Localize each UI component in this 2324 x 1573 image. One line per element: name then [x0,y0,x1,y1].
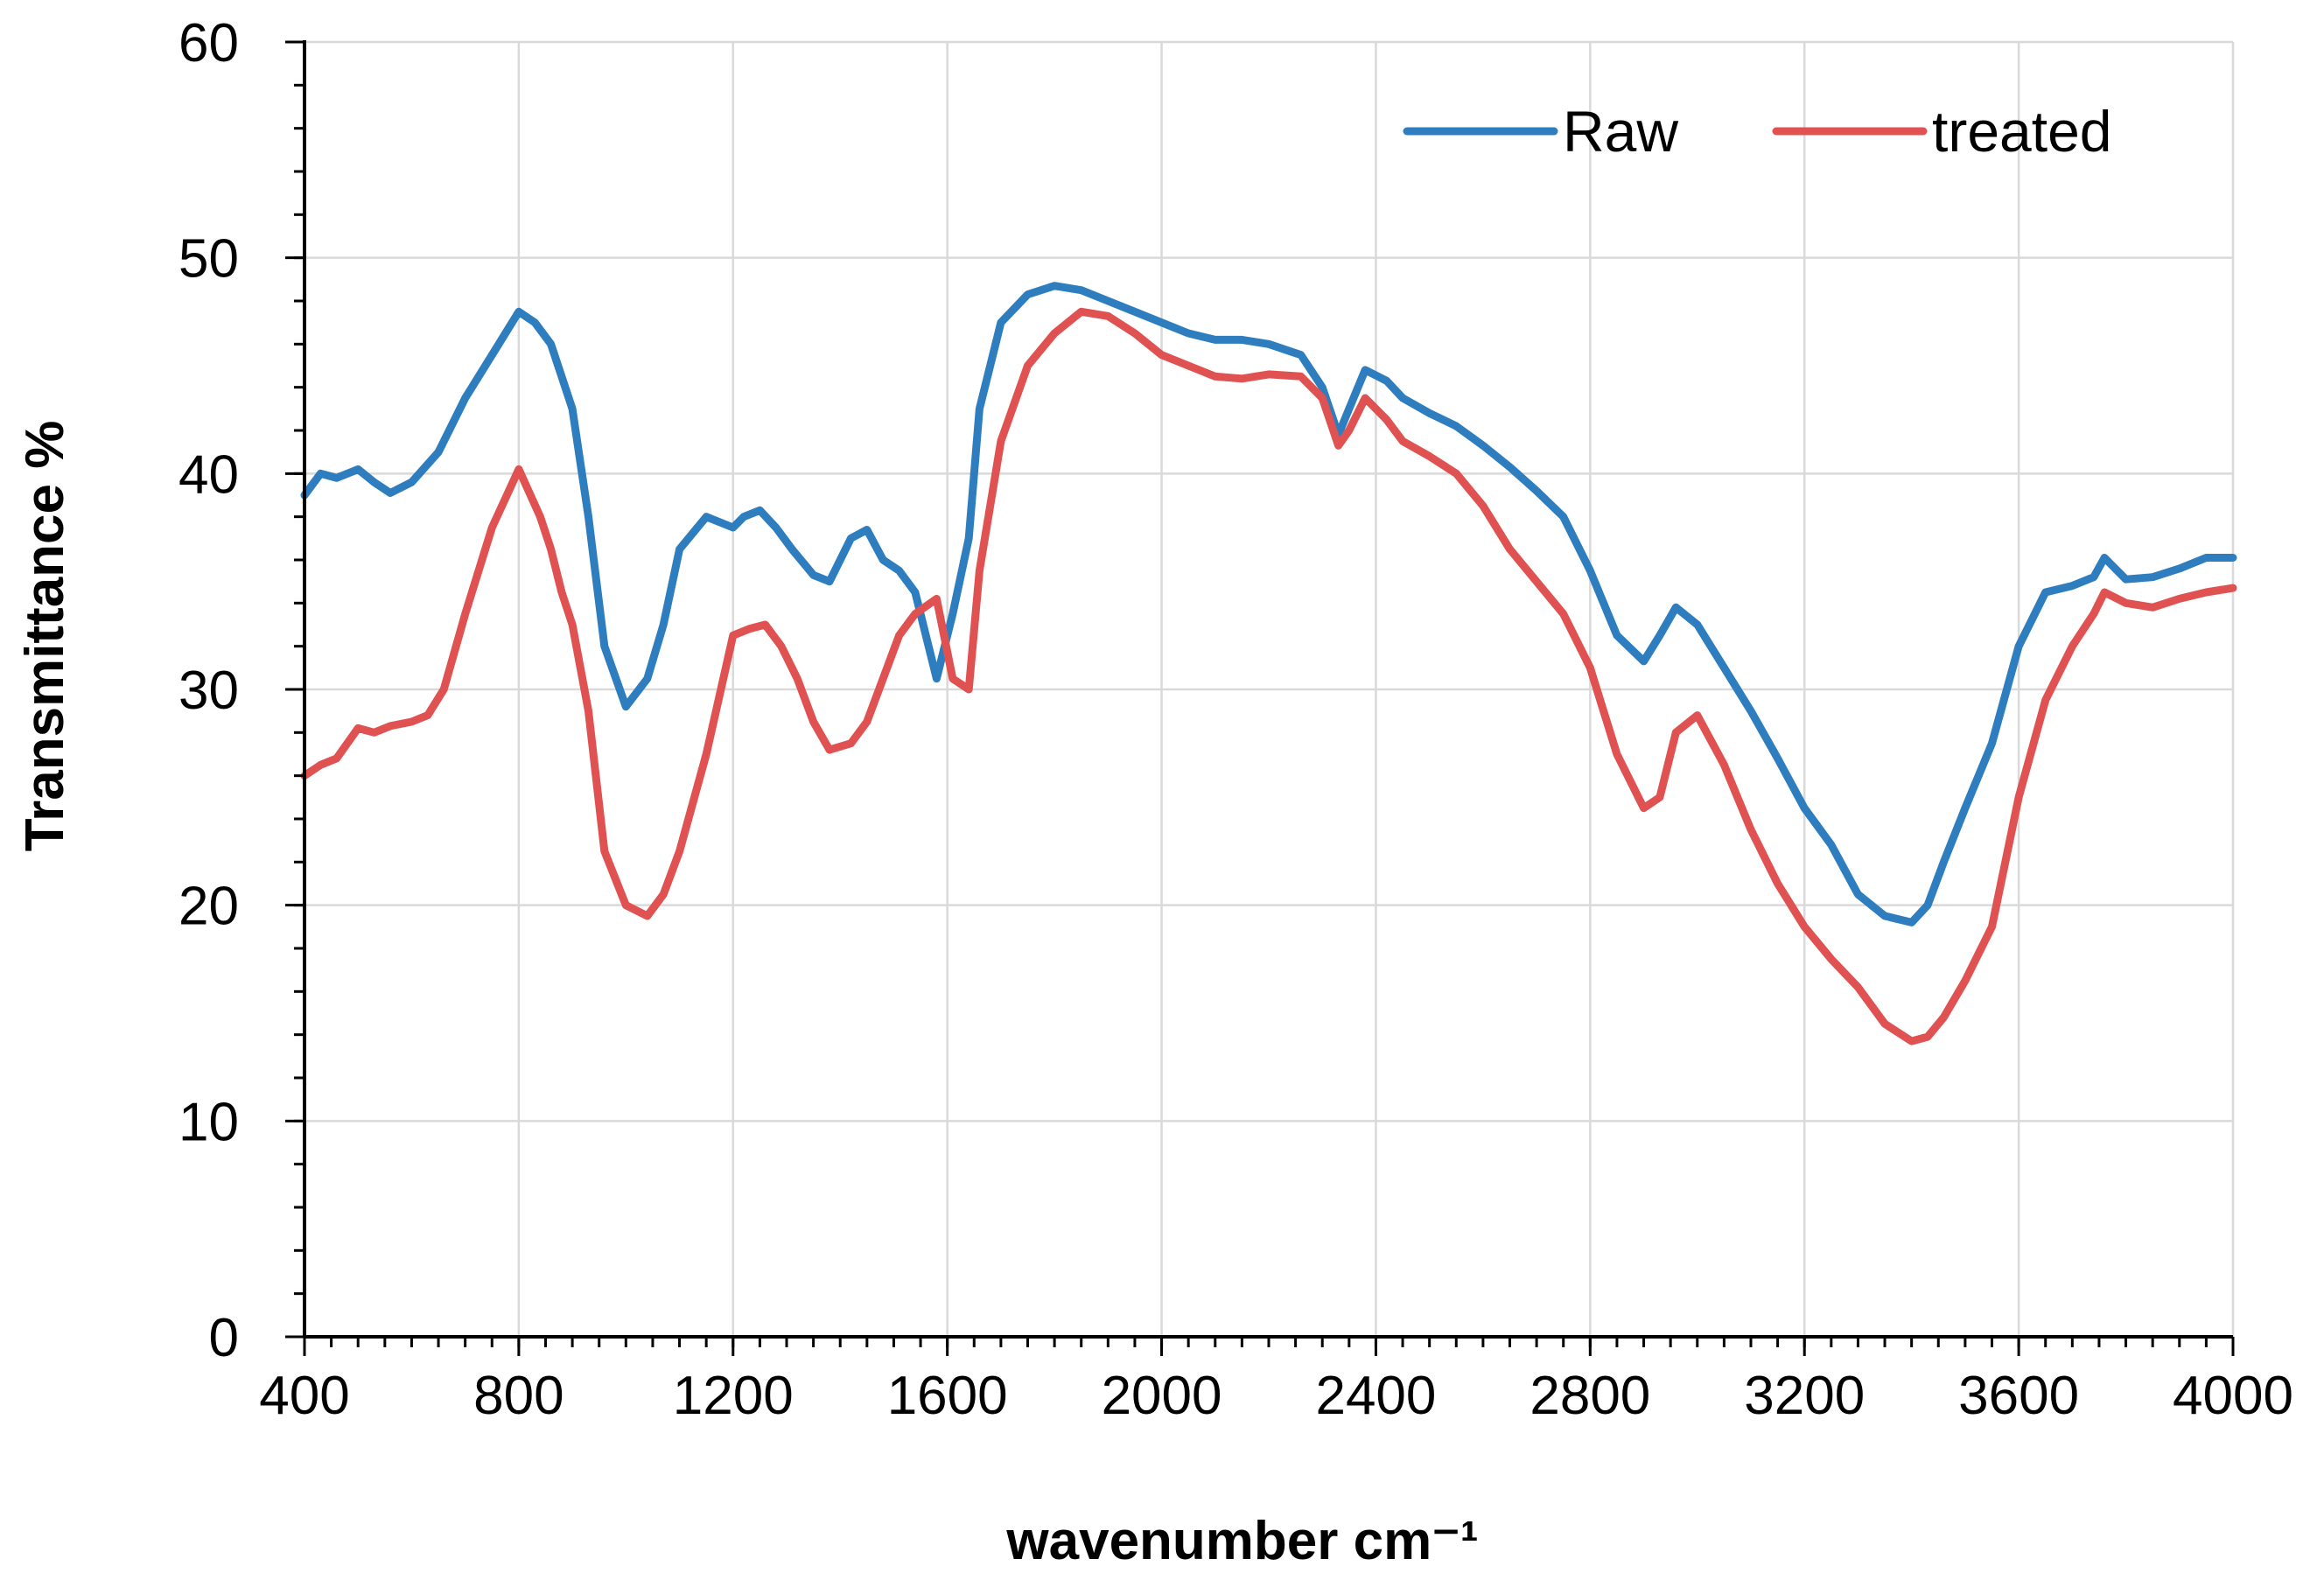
y-tick-label: 40 [178,444,239,505]
series-layer [300,282,2237,1045]
legend: Raw treated [1403,99,2111,164]
y-tick-label: 10 [178,1092,239,1152]
x-tick-label: 1600 [887,1366,1008,1426]
tick-labels: 400 800 1200 1600 2000 2400 2800 3200 3600 4000 0 1… [178,13,2293,1426]
y-tick-label: 50 [178,229,239,290]
x-tick-label: 400 [259,1366,349,1426]
y-tick-label: 60 [178,13,239,73]
y-tick-label: 30 [178,661,239,721]
y-tick-label: 0 [209,1308,239,1368]
x-tick-label: 800 [473,1366,564,1426]
x-axis-title: wavenumber cm⁻¹ [1005,1511,1478,1571]
legend-label-treated: treated [1932,99,2111,164]
axes [285,40,2235,1356]
y-axis-title: Transmittance % [15,421,75,852]
series-line-treated [300,307,2237,1045]
x-tick-label: 3200 [1744,1366,1865,1426]
x-tick-label: 2400 [1315,1366,1436,1426]
series-line-raw [300,282,2237,926]
x-tick-label: 2000 [1102,1366,1222,1426]
gridlines [304,40,2235,1337]
x-tick-label: 4000 [2173,1366,2293,1426]
y-tick-label: 20 [178,877,239,937]
legend-label-raw: Raw [1563,99,1678,164]
x-tick-label: 1200 [673,1366,794,1426]
x-tick-label: 3600 [1958,1366,2079,1426]
x-tick-label: 2800 [1530,1366,1650,1426]
